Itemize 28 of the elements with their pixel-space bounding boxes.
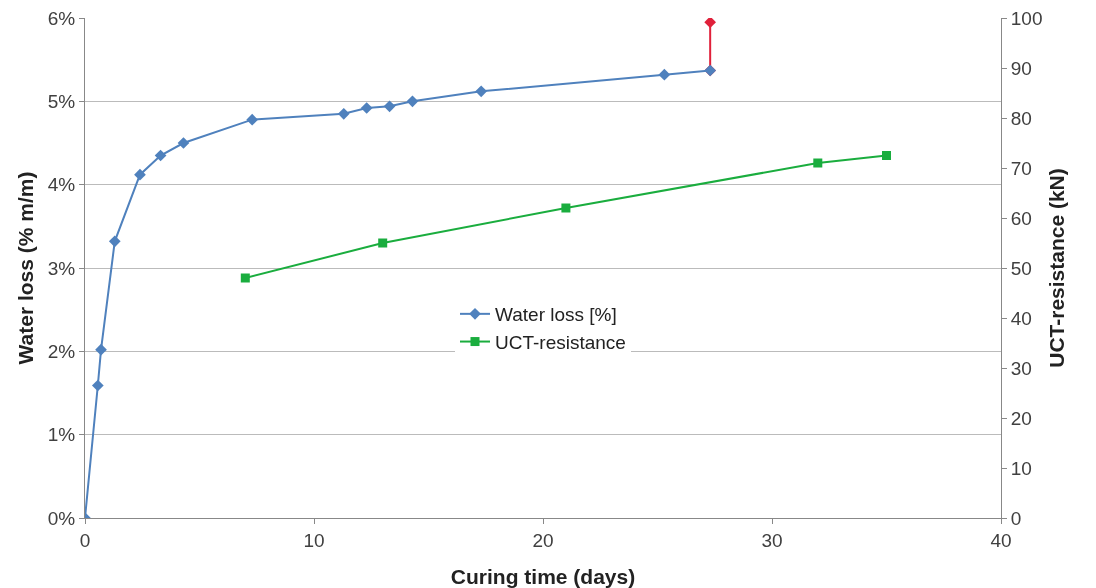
y-tick-label: 5% — [47, 90, 76, 112]
y2-tick-label: 30 — [1010, 357, 1032, 379]
y-tick-label: 3% — [47, 257, 76, 279]
y2-tick-label: 80 — [1010, 107, 1032, 129]
x-axis-title: Curing time (days) — [450, 565, 636, 588]
y-tick-label: 2% — [47, 340, 76, 362]
y-tick-label: 0% — [47, 507, 76, 529]
y2-tick-label: 100 — [1010, 7, 1043, 29]
y-tick-label: 1% — [47, 424, 76, 446]
y-tick-label: 6% — [47, 7, 76, 29]
y2-tick-label: 60 — [1010, 207, 1032, 229]
y2-axis-title: UCT-resistance (kN) — [1044, 168, 1068, 368]
legend-label: Water loss [%] — [495, 304, 617, 326]
x-tick-label: 40 — [990, 529, 1012, 551]
x-tick-label: 10 — [303, 529, 325, 551]
y-axis-title: Water loss (% m/m) — [14, 171, 37, 365]
x-tick-label: 30 — [761, 529, 783, 551]
y2-tick-label: 10 — [1010, 457, 1032, 479]
x-tick-label: 0 — [79, 529, 91, 551]
y2-tick-label: 20 — [1010, 407, 1032, 429]
y-tick-label: 4% — [47, 174, 76, 196]
y2-tick-label: 0 — [1010, 507, 1022, 529]
y2-tick-label: 70 — [1010, 157, 1032, 179]
y2-tick-label: 40 — [1010, 307, 1032, 329]
legend-label: UCT-resistance — [495, 331, 626, 353]
y2-tick-label: 90 — [1010, 57, 1032, 79]
y2-tick-label: 50 — [1010, 257, 1032, 279]
x-tick-label: 20 — [532, 529, 554, 551]
